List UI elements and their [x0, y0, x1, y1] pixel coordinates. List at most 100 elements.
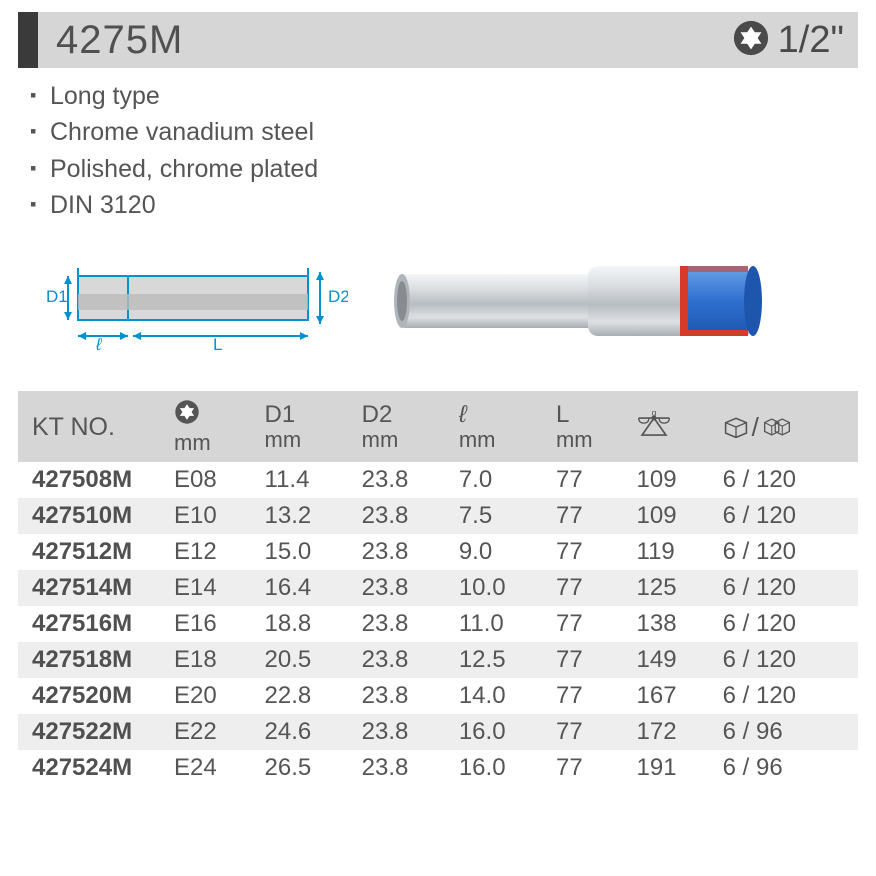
cell-pack: 6 / 120 — [717, 606, 858, 642]
cell-size: E20 — [168, 678, 259, 714]
table-row: 427524ME2426.523.816.0771916 / 96 — [18, 750, 858, 786]
cell-wt: 172 — [631, 714, 717, 750]
col-weight: g — [631, 391, 717, 462]
cell-kt: 427512M — [18, 534, 168, 570]
col-pack: / — [717, 391, 858, 462]
cell-l: 11.0 — [453, 606, 550, 642]
cell-kt: 427514M — [18, 570, 168, 606]
table-row: 427522ME2224.623.816.0771726 / 96 — [18, 714, 858, 750]
cell-L: 77 — [550, 678, 631, 714]
cell-l: 14.0 — [453, 678, 550, 714]
product-photo — [388, 246, 768, 356]
cell-wt: 125 — [631, 570, 717, 606]
cell-size: E08 — [168, 462, 259, 498]
cell-d1: 15.0 — [259, 534, 356, 570]
cell-L: 77 — [550, 750, 631, 786]
cell-d2: 23.8 — [356, 714, 453, 750]
label-L: L — [213, 335, 222, 354]
col-size: mm — [168, 391, 259, 462]
table-row: 427520ME2022.823.814.0771676 / 120 — [18, 678, 858, 714]
cell-l: 9.0 — [453, 534, 550, 570]
cell-l: 10.0 — [453, 570, 550, 606]
label-d2: D2 — [328, 287, 348, 306]
col-kt: KT NO. — [18, 391, 168, 462]
cell-size: E16 — [168, 606, 259, 642]
cell-l: 12.5 — [453, 642, 550, 678]
col-d1: D1mm — [259, 391, 356, 462]
title-bar-mark — [18, 12, 38, 68]
cell-wt: 109 — [631, 498, 717, 534]
feature-list: Long type Chrome vanadium steel Polished… — [30, 78, 858, 223]
feature-item: Polished, chrome plated — [30, 151, 858, 187]
cell-size: E24 — [168, 750, 259, 786]
cell-size: E12 — [168, 534, 259, 570]
cell-l: 7.5 — [453, 498, 550, 534]
cell-d2: 23.8 — [356, 606, 453, 642]
cell-size: E14 — [168, 570, 259, 606]
cell-wt: 119 — [631, 534, 717, 570]
cell-d1: 16.4 — [259, 570, 356, 606]
cell-d2: 23.8 — [356, 570, 453, 606]
cell-L: 77 — [550, 534, 631, 570]
col-d2: D2mm — [356, 391, 453, 462]
cell-d1: 24.6 — [259, 714, 356, 750]
cell-pack: 6 / 120 — [717, 462, 858, 498]
cell-L: 77 — [550, 570, 631, 606]
cell-d1: 22.8 — [259, 678, 356, 714]
cell-size: E18 — [168, 642, 259, 678]
feature-item: DIN 3120 — [30, 187, 858, 223]
table-header-row: KT NO. mm D1mm D2mm ℓmm Lmm g / — [18, 391, 858, 462]
cell-kt: 427508M — [18, 462, 168, 498]
cell-pack: 6 / 120 — [717, 642, 858, 678]
cell-L: 77 — [550, 462, 631, 498]
cell-kt: 427510M — [18, 498, 168, 534]
table-row: 427512ME1215.023.89.0771196 / 120 — [18, 534, 858, 570]
cell-wt: 149 — [631, 642, 717, 678]
cell-kt: 427518M — [18, 642, 168, 678]
cell-l: 7.0 — [453, 462, 550, 498]
cell-d2: 23.8 — [356, 462, 453, 498]
cell-L: 77 — [550, 714, 631, 750]
cell-d1: 11.4 — [259, 462, 356, 498]
spec-table: KT NO. mm D1mm D2mm ℓmm Lmm g / — [18, 391, 858, 786]
table-body: 427508ME0811.423.87.0771096 / 120427510M… — [18, 462, 858, 786]
cell-kt: 427522M — [18, 714, 168, 750]
cell-wt: 167 — [631, 678, 717, 714]
cell-d2: 23.8 — [356, 750, 453, 786]
cell-size: E10 — [168, 498, 259, 534]
cell-kt: 427516M — [18, 606, 168, 642]
svg-text:g: g — [651, 409, 656, 418]
cell-kt: 427524M — [18, 750, 168, 786]
cell-wt: 191 — [631, 750, 717, 786]
table-row: 427514ME1416.423.810.0771256 / 120 — [18, 570, 858, 606]
label-d1: D1 — [46, 287, 68, 306]
title-bar: 4275M 1/2" — [18, 12, 858, 68]
model-number: 4275M — [56, 18, 183, 63]
drive-size: 1/2" — [778, 19, 844, 62]
cell-kt: 427520M — [18, 678, 168, 714]
cell-d1: 13.2 — [259, 498, 356, 534]
cell-wt: 109 — [631, 462, 717, 498]
cell-d2: 23.8 — [356, 534, 453, 570]
col-L: Lmm — [550, 391, 631, 462]
cell-pack: 6 / 120 — [717, 498, 858, 534]
cell-l: 16.0 — [453, 750, 550, 786]
cell-L: 77 — [550, 642, 631, 678]
cell-d1: 26.5 — [259, 750, 356, 786]
cell-d2: 23.8 — [356, 498, 453, 534]
cell-pack: 6 / 120 — [717, 678, 858, 714]
table-row: 427508ME0811.423.87.0771096 / 120 — [18, 462, 858, 498]
cell-L: 77 — [550, 606, 631, 642]
torx-icon — [732, 19, 770, 62]
drive-size-block: 1/2" — [732, 12, 844, 68]
feature-item: Long type — [30, 78, 858, 114]
feature-item: Chrome vanadium steel — [30, 114, 858, 150]
dimension-diagram: D1 D2 ℓ L — [38, 246, 348, 356]
table-row: 427510ME1013.223.87.5771096 / 120 — [18, 498, 858, 534]
cell-wt: 138 — [631, 606, 717, 642]
images-row: D1 D2 ℓ L — [38, 241, 858, 361]
cell-d2: 23.8 — [356, 678, 453, 714]
cell-d2: 23.8 — [356, 642, 453, 678]
cell-size: E22 — [168, 714, 259, 750]
cell-pack: 6 / 120 — [717, 570, 858, 606]
